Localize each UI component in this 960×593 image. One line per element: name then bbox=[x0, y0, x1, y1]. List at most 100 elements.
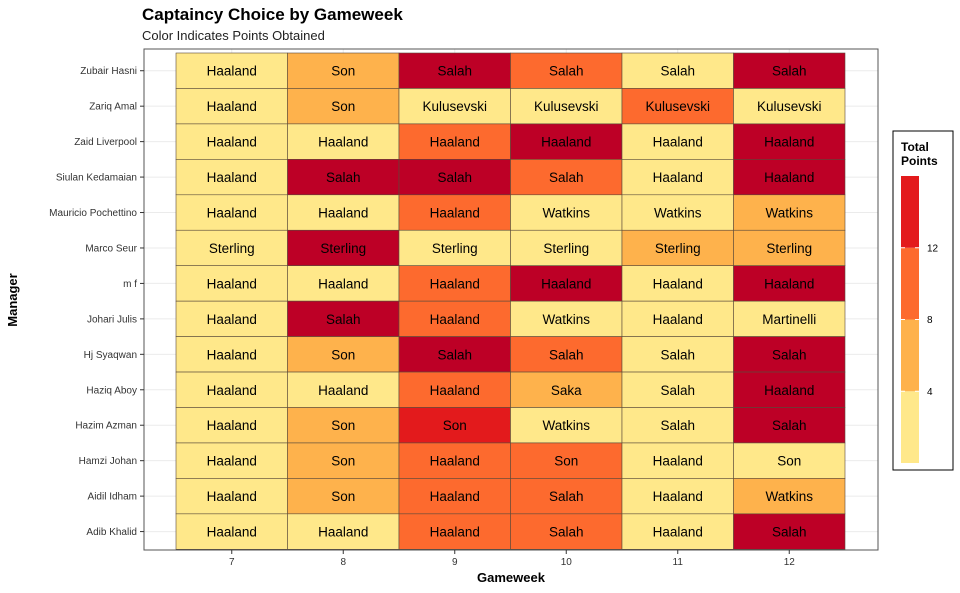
heatmap-cell bbox=[510, 88, 623, 125]
cell-label: Salah bbox=[772, 347, 807, 362]
cell-label: Salah bbox=[772, 525, 807, 540]
cell-label: Haaland bbox=[318, 206, 368, 221]
heatmap-cell bbox=[287, 159, 400, 196]
y-tick-label: Zubair Hasni bbox=[80, 66, 137, 77]
x-tick-label: 8 bbox=[340, 557, 346, 568]
cell-label: Watkins bbox=[542, 418, 590, 433]
heatmap-cell bbox=[287, 52, 400, 89]
x-tick-label: 11 bbox=[673, 557, 684, 568]
cell-label: Saka bbox=[551, 383, 582, 398]
heatmap-cell bbox=[621, 88, 734, 125]
cell-label: Salah bbox=[772, 418, 807, 433]
cell-label: Haaland bbox=[207, 170, 257, 185]
cell-label: Kulusevski bbox=[757, 99, 822, 114]
cell-label: Haaland bbox=[207, 99, 257, 114]
heatmap-cell bbox=[398, 371, 511, 408]
cell-label: Haaland bbox=[430, 454, 480, 469]
heatmap-cell bbox=[175, 229, 288, 267]
y-tick-label: Siulan Kedamaian bbox=[56, 173, 137, 184]
cell-label: Son bbox=[331, 64, 355, 79]
y-tick-label: Johari Julis bbox=[87, 314, 137, 325]
heatmap-cell bbox=[733, 88, 846, 125]
cell-label: Salah bbox=[772, 64, 807, 79]
panel-border bbox=[143, 48, 879, 551]
heatmap-cell bbox=[621, 371, 734, 408]
cell-label: Watkins bbox=[542, 206, 590, 221]
cell-label: Haaland bbox=[207, 64, 257, 79]
cell-label: Haaland bbox=[207, 135, 257, 150]
heatmap-cell bbox=[733, 229, 846, 267]
cell-label: Salah bbox=[326, 170, 361, 185]
chart-subtitle: Color Indicates Points Obtained bbox=[142, 28, 325, 43]
y-tick-label: Hamzi Johan bbox=[79, 456, 137, 467]
heatmap-cell bbox=[175, 300, 288, 337]
cell-label: Haaland bbox=[318, 525, 368, 540]
cell-label: Salah bbox=[549, 525, 584, 540]
x-tick-label: 9 bbox=[452, 557, 458, 568]
heatmap-cell bbox=[510, 265, 623, 302]
heatmap-cell bbox=[398, 265, 511, 302]
cell-label: Son bbox=[331, 489, 355, 504]
legend-tick-label: 12 bbox=[927, 243, 939, 254]
cell-label: Sterling bbox=[543, 241, 589, 256]
heatmap-cell bbox=[398, 229, 511, 267]
legend-bin bbox=[901, 319, 919, 392]
cell-label: Kulusevski bbox=[422, 99, 487, 114]
y-tick-label: Marco Seur bbox=[85, 243, 137, 254]
heatmap-cell bbox=[175, 123, 288, 160]
cell-label: Sterling bbox=[655, 241, 701, 256]
heatmap-cell bbox=[733, 407, 846, 444]
y-tick-label: Zaid Liverpool bbox=[74, 137, 137, 148]
legend-tick-label: 8 bbox=[927, 315, 933, 326]
cell-label: Haaland bbox=[207, 489, 257, 504]
heatmap-cell bbox=[398, 478, 511, 515]
cell-label: Haaland bbox=[653, 135, 703, 150]
y-axis-title: Manager bbox=[5, 273, 20, 326]
heatmap-cell bbox=[398, 88, 511, 125]
heatmap-cell bbox=[175, 159, 288, 196]
cell-label: Haaland bbox=[430, 276, 480, 291]
legend-tick-label: 4 bbox=[927, 387, 933, 398]
heatmap-cell bbox=[287, 123, 400, 160]
heatmap-cell bbox=[510, 229, 623, 267]
heatmap-cells: Haaland Son Salah Salah Salah Salah Haaland Son… bbox=[175, 52, 846, 550]
x-tick-label: 10 bbox=[561, 557, 573, 568]
cell-label: Haaland bbox=[207, 525, 257, 540]
legend-bin bbox=[901, 176, 919, 248]
heatmap-cell bbox=[621, 336, 734, 373]
cell-label: Sterling bbox=[209, 241, 255, 256]
heatmap-cell bbox=[175, 265, 288, 302]
heatmap-cell bbox=[175, 442, 288, 479]
heatmap-cell bbox=[287, 513, 400, 550]
cell-label: Salah bbox=[549, 489, 584, 504]
legend-colorbar bbox=[901, 176, 919, 463]
heatmap-cell bbox=[287, 442, 400, 479]
cell-label: Haaland bbox=[541, 276, 591, 291]
cell-label: Son bbox=[554, 454, 578, 469]
heatmap-cell bbox=[621, 194, 734, 231]
cell-label: Salah bbox=[660, 64, 695, 79]
y-tick-label: Mauricio Pochettino bbox=[49, 208, 137, 219]
heatmap-cell bbox=[510, 371, 623, 408]
cell-label: Haaland bbox=[207, 312, 257, 327]
cell-label: Haaland bbox=[653, 525, 703, 540]
cell-label: Son bbox=[443, 418, 467, 433]
cell-label: Salah bbox=[660, 347, 695, 362]
y-tick-label: Hazim Azman bbox=[75, 421, 137, 432]
legend-bin bbox=[901, 391, 919, 463]
cell-label: Haaland bbox=[653, 454, 703, 469]
heatmap-cell bbox=[621, 407, 734, 444]
cell-label: Salah bbox=[326, 312, 361, 327]
legend-ticks: 4 8 12 bbox=[901, 243, 939, 398]
legend-title-line2: Points bbox=[901, 154, 938, 168]
heatmap-cell bbox=[175, 336, 288, 373]
cell-label: Sterling bbox=[320, 241, 366, 256]
cell-label: Salah bbox=[660, 418, 695, 433]
heatmap-cell bbox=[733, 513, 846, 550]
heatmap-cell bbox=[175, 52, 288, 89]
cell-label: Haaland bbox=[430, 312, 480, 327]
heatmap-cell bbox=[398, 194, 511, 231]
heatmap-cell bbox=[733, 194, 846, 231]
cell-label: Son bbox=[331, 454, 355, 469]
